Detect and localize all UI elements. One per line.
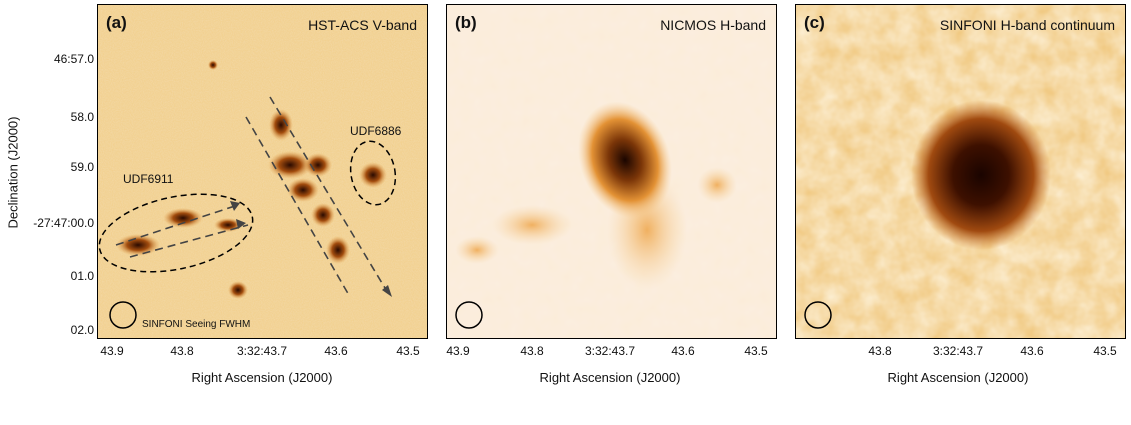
panel-a-hst-acs: (a) HST-ACS V-band UDF6911 UDF6886 SINFO… [97, 4, 428, 339]
x-tick: 3:32:43.7 [584, 344, 636, 358]
panel-b-image [447, 5, 776, 338]
x-axis-label-c: Right Ascension (J2000) [887, 370, 1029, 385]
udf6886-label: UDF6886 [350, 124, 402, 138]
x-tick: 43.6 [1020, 344, 1044, 358]
x-tick: 43.5 [1093, 344, 1117, 358]
y-tick: 01.0 [70, 269, 94, 283]
udf6886-region [349, 140, 397, 206]
panel-c-sinfoni: (c) SINFONI H-band continuum [795, 4, 1126, 339]
udf6911-label: UDF6911 [123, 172, 174, 186]
panel-a-label: (a) [106, 13, 127, 32]
y-tick: -27:47:00.0 [33, 216, 94, 230]
x-tick: 43.8 [520, 344, 544, 358]
x-tick: 43.9 [100, 344, 124, 358]
x-tick: 43.8 [868, 344, 892, 358]
panel-b-nicmos: (b) NICMOS H-band [446, 4, 777, 339]
seeing-circle [109, 301, 137, 329]
panel-a-image [98, 5, 427, 338]
y-tick: 46:57.0 [53, 52, 94, 66]
panel-b-label: (b) [455, 13, 477, 32]
udf6911-region [98, 193, 254, 273]
x-tick: 43.8 [170, 344, 194, 358]
x-tick: 3:32:43.7 [932, 344, 984, 358]
y-axis-label: Declination (J2000) [5, 116, 21, 229]
panel-a-title: HST-ACS V-band [308, 17, 417, 33]
x-tick: 43.5 [396, 344, 420, 358]
panel-c-label: (c) [804, 13, 825, 32]
y-tick: 59.0 [70, 160, 94, 174]
x-tick: 43.6 [671, 344, 695, 358]
y-tick: 58.0 [70, 110, 94, 124]
x-tick: 43.9 [446, 344, 470, 358]
seeing-label: SINFONI Seeing FWHM [142, 319, 251, 330]
seeing-circle [455, 301, 483, 329]
x-axis-label-b: Right Ascension (J2000) [539, 370, 681, 385]
seeing-circle [804, 301, 832, 329]
x-tick: 3:32:43.7 [236, 344, 288, 358]
panel-c-image [796, 5, 1125, 338]
y-tick: 02.0 [70, 323, 94, 337]
panel-c-title: SINFONI H-band continuum [939, 17, 1115, 33]
x-tick: 43.6 [324, 344, 348, 358]
x-tick: 43.5 [744, 344, 768, 358]
panel-b-title: NICMOS H-band [660, 17, 766, 33]
x-axis-label-a: Right Ascension (J2000) [191, 370, 333, 385]
